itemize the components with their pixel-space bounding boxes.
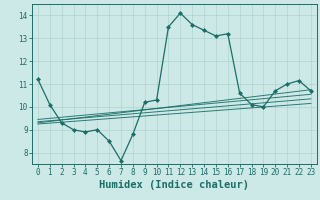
X-axis label: Humidex (Indice chaleur): Humidex (Indice chaleur)	[100, 180, 249, 190]
